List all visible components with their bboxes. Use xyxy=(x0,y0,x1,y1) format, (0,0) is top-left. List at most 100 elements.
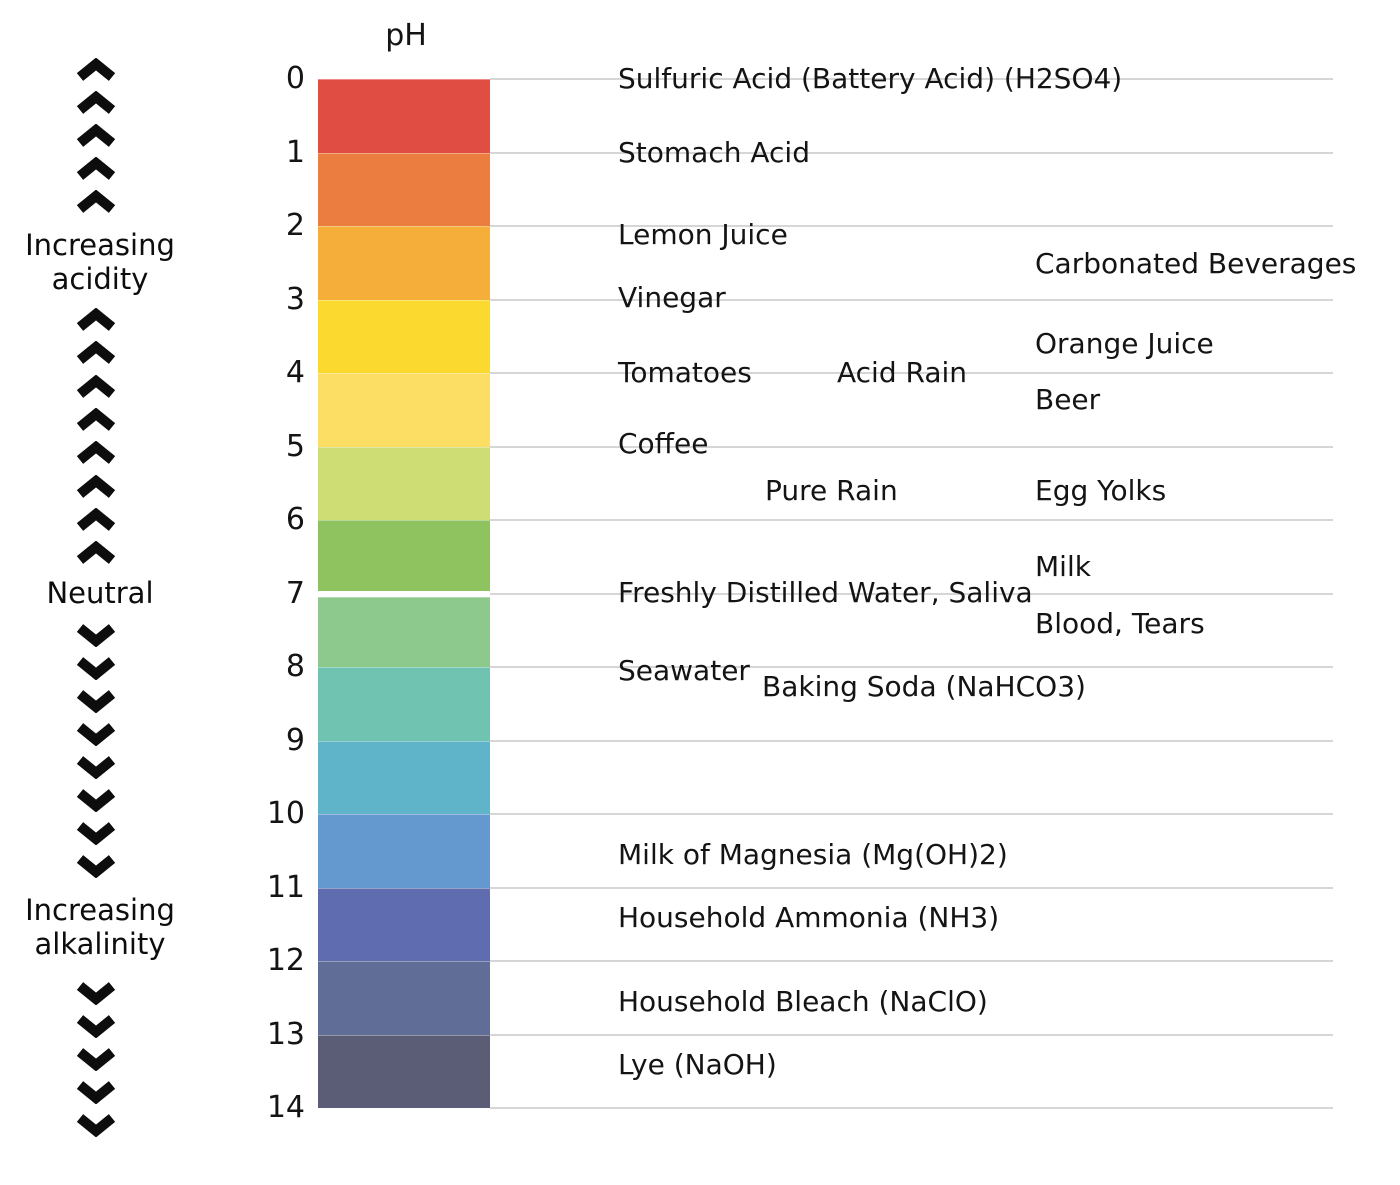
chevron-down-icon xyxy=(76,624,116,647)
ph-band xyxy=(318,152,490,226)
substance-label: Coffee xyxy=(618,427,709,461)
chevron-down-icon xyxy=(76,1114,116,1137)
tick-label: 10 xyxy=(266,796,305,831)
substance-label: Lemon Juice xyxy=(618,217,788,251)
chevron-down-icon xyxy=(76,789,116,812)
substance-label: Vinegar xyxy=(618,281,726,315)
tick-label: 4 xyxy=(285,355,305,390)
increasing-acidity-line1: Increasing xyxy=(25,228,175,262)
substance-label: Sulfuric Acid (Battery Acid) (H2SO4) xyxy=(618,62,1123,95)
gridline xyxy=(490,225,1333,227)
gridline xyxy=(490,1107,1333,1109)
substance-label: Acid Rain xyxy=(837,356,968,389)
tick-label: 2 xyxy=(285,208,305,243)
chevron-down-icon xyxy=(76,756,116,779)
chevron-down-icon xyxy=(76,1048,116,1071)
substance-label: Blood, Tears xyxy=(1035,606,1205,640)
gridline xyxy=(490,78,1333,80)
gridline xyxy=(490,445,1333,448)
substance-label: Stomach Acid xyxy=(618,135,810,169)
gridline xyxy=(490,960,1333,962)
chevron-down-icon xyxy=(76,690,116,713)
tick-label: 12 xyxy=(266,943,305,978)
neutral-label-text: Neutral xyxy=(46,576,154,610)
ph-band xyxy=(318,597,490,667)
chevron-down-icon xyxy=(76,723,116,746)
chevron-up-icon xyxy=(76,374,116,398)
chevron-up-icon xyxy=(76,58,116,81)
axis-title: pH xyxy=(385,18,427,53)
gridline xyxy=(490,372,1333,374)
chevron-down-icon xyxy=(76,982,116,1005)
gridline xyxy=(490,298,1333,301)
chevron-down-icon xyxy=(76,657,116,680)
chevron-down-icon xyxy=(76,1081,116,1104)
chevron-up-icon xyxy=(76,157,116,180)
chevron-up-icon xyxy=(76,441,116,465)
tick-label: 1 xyxy=(285,134,305,170)
substance-label: Pure Rain xyxy=(765,473,898,507)
chevron-up-icon xyxy=(76,407,116,431)
ph-band xyxy=(318,667,490,741)
chevron-up-icon xyxy=(76,124,116,147)
tick-label: 5 xyxy=(285,428,305,464)
ph-band xyxy=(318,1034,490,1108)
tick-label: 6 xyxy=(285,502,305,537)
gridline xyxy=(490,592,1333,595)
chevron-up-icon xyxy=(76,474,116,498)
gridline xyxy=(490,666,1333,668)
substance-label: Egg Yolks xyxy=(1035,473,1167,507)
chevron-up-icon xyxy=(76,91,116,114)
gridline xyxy=(490,886,1333,889)
substance-label: Freshly Distilled Water, Saliva xyxy=(618,575,1033,609)
gridline xyxy=(490,739,1333,742)
increasing-acidity-label: Increasing acidity xyxy=(0,228,200,296)
tick-label: 0 xyxy=(285,61,305,96)
increasing-alkalinity-line1: Increasing xyxy=(25,893,175,927)
increasing-alkalinity-line2: alkalinity xyxy=(34,927,166,961)
tick-label: 3 xyxy=(285,281,305,317)
tick-label: 14 xyxy=(266,1090,305,1125)
chevron-down-icon xyxy=(76,1015,116,1038)
chevron-up-icon xyxy=(76,541,116,564)
substance-label: Orange Juice xyxy=(1035,326,1214,360)
ph-band xyxy=(318,520,490,591)
chevron-up-icon xyxy=(76,190,116,213)
arrow-column xyxy=(0,0,200,1185)
chevron-up-icon xyxy=(76,507,116,531)
gridline xyxy=(490,519,1333,521)
chevron-up-icon xyxy=(76,341,116,365)
substance-label: Lye (NaOH) xyxy=(618,1047,777,1081)
substance-label: Tomatoes xyxy=(618,356,752,389)
tick-label: 9 xyxy=(285,722,305,758)
substance-label: Baking Soda (NaHCO3) xyxy=(762,669,1086,703)
substance-label: Household Ammonia (NH3) xyxy=(618,900,1000,934)
gridline xyxy=(490,813,1333,815)
tick-label: 8 xyxy=(285,649,305,684)
ph-band xyxy=(318,299,490,373)
chevron-up-icon xyxy=(76,308,116,331)
ph-band xyxy=(318,79,490,153)
ph-band xyxy=(318,226,490,300)
tick-label: 11 xyxy=(266,869,305,905)
substance-label: Beer xyxy=(1035,383,1101,417)
tick-label: 7 xyxy=(285,575,305,611)
gridline xyxy=(490,151,1333,154)
substance-label: Milk xyxy=(1035,550,1091,584)
chevron-down-icon xyxy=(76,822,116,845)
increasing-alkalinity-label: Increasing alkalinity xyxy=(0,893,200,961)
substance-label: Seawater xyxy=(618,653,750,687)
chevron-down-icon xyxy=(76,855,116,878)
gridline xyxy=(490,1033,1333,1036)
increasing-acidity-line2: acidity xyxy=(51,262,149,296)
ph-band xyxy=(318,373,490,447)
tick-label: 13 xyxy=(266,1016,305,1052)
neutral-label: Neutral xyxy=(0,576,200,610)
ph-band xyxy=(318,961,490,1035)
ph-band xyxy=(318,814,490,888)
ph-band xyxy=(318,740,490,814)
substance-label: Household Bleach (NaClO) xyxy=(618,985,988,1019)
substance-label: Milk of Magnesia (Mg(OH)2) xyxy=(618,838,1008,872)
ph-band xyxy=(318,887,490,961)
